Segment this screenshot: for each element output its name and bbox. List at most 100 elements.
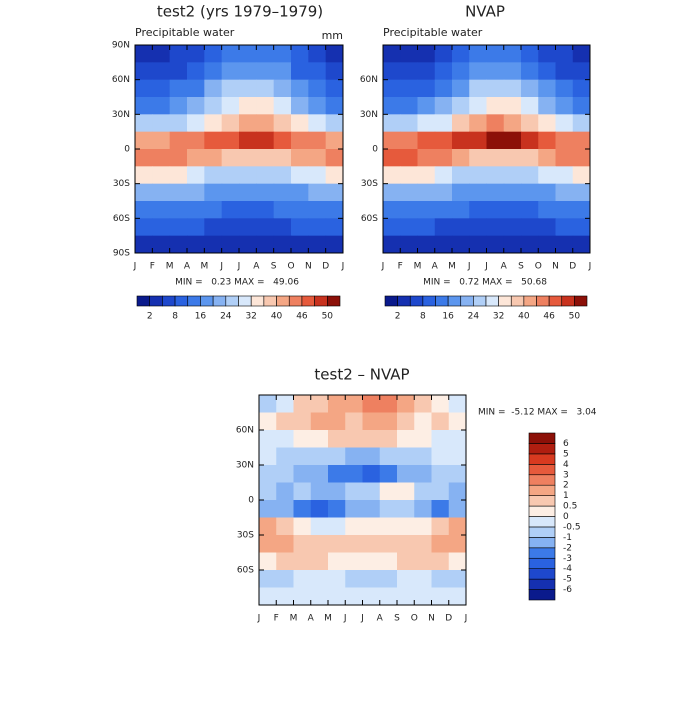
x-tick-label: O <box>411 614 418 624</box>
heat-cell <box>434 149 453 167</box>
heat-cell <box>503 79 522 98</box>
x-tick-label: M <box>324 614 332 624</box>
heat-cell <box>291 149 309 167</box>
heat-cell <box>572 149 591 167</box>
heat-cell <box>169 114 188 133</box>
colorbar-box <box>200 295 214 307</box>
heat-cell <box>486 201 505 219</box>
heat-cell <box>273 114 292 133</box>
heat-cell <box>135 114 153 133</box>
heat-cell <box>135 235 153 254</box>
heat-cell <box>135 166 153 185</box>
heat-cell <box>169 201 188 219</box>
heat-cell <box>291 235 309 254</box>
heat-cell <box>362 447 381 466</box>
heat-cell <box>448 447 467 466</box>
heat-cell <box>328 412 346 431</box>
heat-cell <box>414 482 432 501</box>
heat-cell <box>538 97 556 115</box>
heat-cell <box>328 447 346 466</box>
heat-cell <box>328 430 346 448</box>
x-tick-label: J <box>257 614 261 624</box>
colorbar-label: 3 <box>563 470 569 480</box>
heat-cell <box>383 131 401 150</box>
heat-cell <box>256 201 275 219</box>
heat-cell <box>572 45 591 63</box>
heat-cell <box>417 149 436 167</box>
y-tick-label: 60N <box>360 75 378 85</box>
heat-cell <box>362 587 381 606</box>
heat-cell <box>256 114 275 133</box>
heat-cell <box>293 447 312 466</box>
heat-cell <box>308 149 327 167</box>
heat-cell <box>325 114 344 133</box>
heat-cell <box>152 62 171 81</box>
heat-cell <box>308 97 327 115</box>
heat-cell <box>169 235 188 254</box>
heat-cell <box>417 45 436 63</box>
heat-cell <box>503 149 522 167</box>
heat-cell <box>293 465 312 483</box>
heat-cell <box>431 430 450 448</box>
heat-cell <box>276 430 294 448</box>
x-tick-label: D <box>445 614 452 624</box>
heat-cell <box>379 430 398 448</box>
heat-cell <box>400 97 418 115</box>
colorbar-box <box>528 432 556 444</box>
heat-cell <box>345 482 363 501</box>
heat-cell <box>259 412 277 431</box>
heat-cell <box>448 587 467 606</box>
x-tick-label: J <box>381 262 385 272</box>
colorbar-box <box>528 516 556 528</box>
heat-cell <box>259 535 277 553</box>
heat-cell <box>555 79 574 98</box>
heat-cell <box>204 114 223 133</box>
heat-cell <box>452 62 470 81</box>
heat-cell <box>379 447 398 466</box>
colorbar-box <box>485 295 499 307</box>
heat-cell <box>400 62 418 81</box>
heat-cell <box>259 552 277 571</box>
heat-cell <box>414 500 432 518</box>
heat-cell <box>169 166 188 185</box>
x-tick-label: J <box>343 614 347 624</box>
heat-cell <box>379 570 398 588</box>
x-tick-label: M <box>166 262 174 272</box>
y-tick-label: 60N <box>236 426 254 436</box>
heat-cell <box>135 131 153 150</box>
x-tick-label: M <box>290 614 298 624</box>
heat-cell <box>328 570 346 588</box>
heat-cell <box>308 79 327 98</box>
heat-cell <box>345 500 363 518</box>
heat-cell <box>276 535 294 553</box>
heat-cell <box>469 97 487 115</box>
colorbar-label: -4 <box>563 564 572 574</box>
heat-cell <box>239 97 257 115</box>
heat-cell <box>345 395 363 413</box>
heat-cell <box>345 587 363 606</box>
heat-cell <box>135 218 153 237</box>
colorbar-box <box>528 578 556 590</box>
heat-cell <box>187 166 205 185</box>
heat-cell <box>555 183 574 202</box>
x-tick-label: F <box>398 262 403 272</box>
heat-cell <box>221 201 240 219</box>
heat-cell <box>135 62 153 81</box>
heat-cell <box>259 517 277 536</box>
y-tick-label: 0 <box>124 145 130 155</box>
colorbar-box <box>238 295 252 307</box>
colorbar-label: -6 <box>563 585 572 595</box>
heat-cell <box>503 131 522 150</box>
y-tick-label: 60N <box>112 75 130 85</box>
colorbar-box <box>327 295 341 307</box>
heat-cell <box>187 149 205 167</box>
heat-cell <box>362 482 381 501</box>
heat-cell <box>521 149 539 167</box>
heat-cell <box>397 447 415 466</box>
heat-cell <box>345 535 363 553</box>
heat-cell <box>452 79 470 98</box>
heat-cell <box>259 395 277 413</box>
colorbar-box <box>263 295 277 307</box>
x-tick-label: F <box>150 262 155 272</box>
colorbar-box <box>187 295 201 307</box>
